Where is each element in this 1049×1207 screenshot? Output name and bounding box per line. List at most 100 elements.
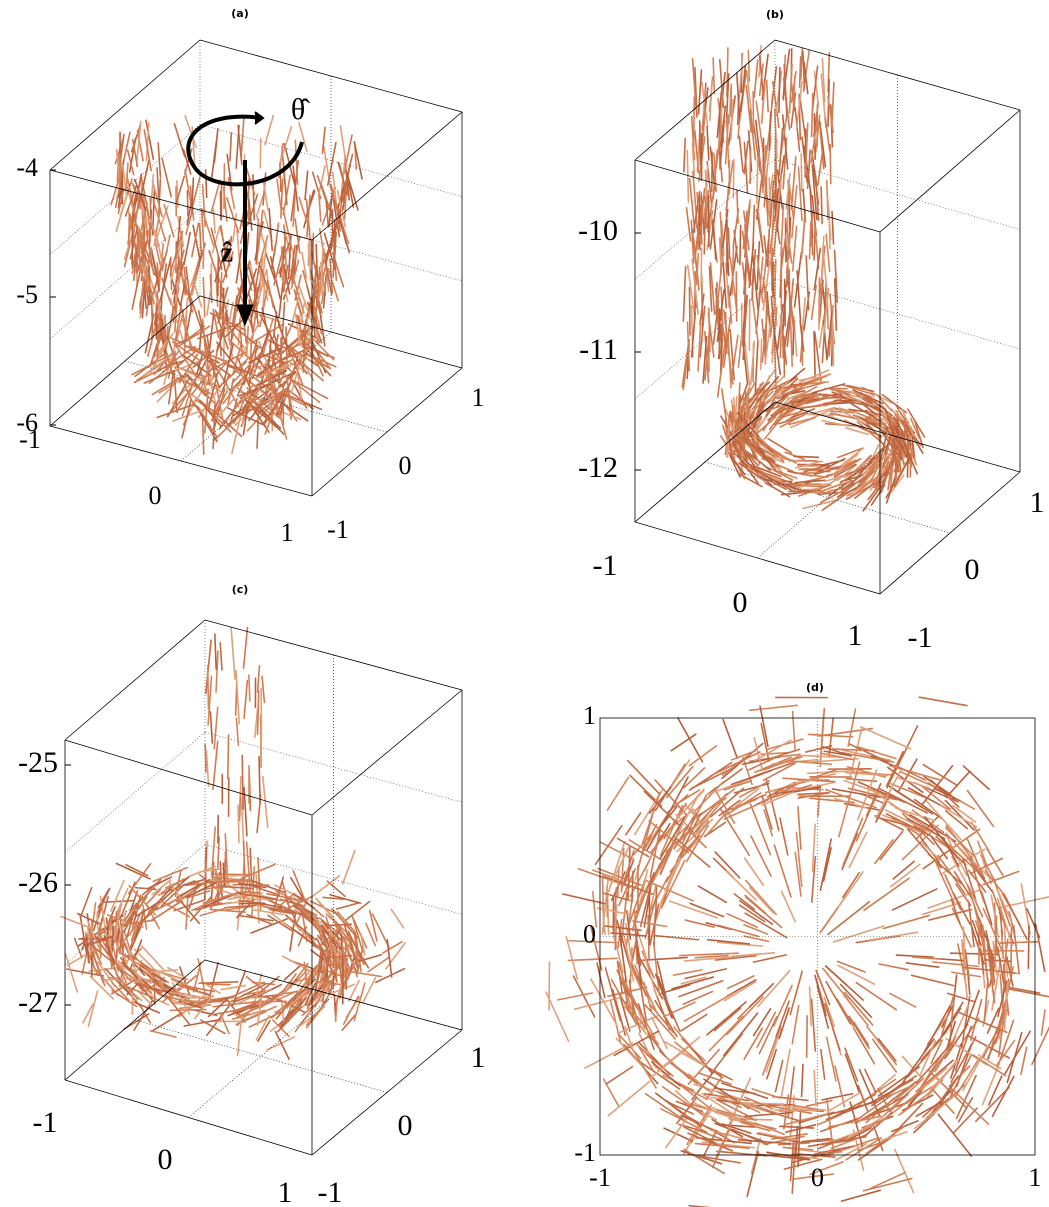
fiber (1040, 1009, 1046, 1037)
fiber (682, 339, 691, 391)
fiber (735, 72, 741, 121)
fiber (848, 831, 868, 869)
fiber (856, 421, 884, 445)
fiber (898, 1093, 930, 1116)
fiber (937, 787, 960, 808)
fiber (139, 276, 145, 314)
fiber (769, 180, 775, 229)
fiber (754, 739, 792, 762)
fiber (760, 442, 781, 455)
fiber (114, 138, 124, 165)
panel-title: (a) (231, 7, 248, 20)
fiber (831, 311, 835, 367)
fiber (874, 839, 894, 865)
fiber (748, 982, 775, 1008)
fiber (756, 1011, 777, 1049)
fiber (697, 885, 728, 904)
fiber (146, 969, 179, 973)
fiber (799, 320, 805, 352)
fiber (930, 835, 949, 860)
fiber (218, 283, 222, 318)
fiber (819, 486, 851, 504)
fiber (208, 314, 215, 355)
fiber (648, 863, 661, 890)
fiber (238, 793, 242, 822)
fiber (831, 788, 885, 799)
fiber (102, 899, 135, 904)
fiber (778, 127, 784, 177)
fiber (752, 466, 774, 482)
fiber (802, 500, 835, 510)
fiber (216, 880, 253, 884)
fiber (716, 262, 723, 306)
fiber (970, 821, 990, 852)
box-edge (64, 739, 313, 816)
fiber (843, 994, 869, 1027)
fiber (725, 160, 734, 211)
fiber (65, 968, 105, 977)
fiber (744, 1111, 793, 1118)
fiber (705, 768, 743, 796)
fiber (279, 125, 293, 164)
fiber (780, 890, 797, 923)
x-tick-label: -1 (33, 1106, 58, 1139)
fiber (134, 173, 143, 206)
fiber (871, 1074, 917, 1107)
box-edge (204, 959, 463, 1031)
y-tick-label: 0 (965, 553, 980, 586)
fiber (132, 247, 138, 282)
grid-line (64, 731, 206, 853)
fiber (753, 388, 766, 424)
fiber (972, 1054, 1007, 1077)
fiber (268, 208, 274, 252)
fiber (245, 975, 267, 993)
fiber (279, 1000, 304, 1028)
fiber (194, 902, 223, 911)
fiber (900, 771, 940, 790)
fiber (800, 1137, 831, 1143)
fiber (754, 1122, 785, 1135)
fiber (816, 1113, 843, 1126)
fiber (634, 1052, 657, 1089)
fiber (185, 895, 189, 930)
fiber (620, 847, 625, 893)
fiber (611, 988, 627, 1036)
fiber (338, 163, 348, 196)
fiber (183, 266, 188, 295)
fiber (962, 857, 977, 899)
fiber (638, 1032, 657, 1069)
fiber (747, 49, 751, 82)
fiber (752, 123, 761, 172)
fiber (172, 341, 200, 361)
fiber (998, 906, 1004, 936)
fiber (971, 919, 982, 947)
fiber (659, 804, 684, 857)
fiber (320, 242, 324, 288)
fiber (616, 865, 620, 897)
fiber (924, 799, 962, 841)
fiber (278, 280, 284, 318)
fiber (754, 119, 761, 154)
y-tick-label: 1 (471, 1041, 486, 1074)
fiber (774, 1059, 784, 1093)
fiber (912, 956, 942, 960)
fiber (270, 996, 294, 1019)
fiber (964, 989, 980, 1030)
fiber (131, 353, 173, 376)
fiber (785, 1124, 817, 1133)
fiber (153, 201, 167, 242)
fiber (318, 194, 322, 223)
fiber (763, 809, 774, 837)
fiber (179, 966, 191, 997)
fiber (140, 227, 145, 255)
fiber (257, 334, 269, 362)
fiber (963, 966, 1016, 974)
fiber (752, 954, 787, 963)
fiber (848, 1015, 870, 1049)
fiber (243, 1005, 277, 1022)
fiber (382, 941, 403, 954)
fiber (955, 1059, 979, 1097)
fiber (748, 755, 779, 771)
fiber (259, 252, 264, 292)
fiber (692, 781, 724, 814)
